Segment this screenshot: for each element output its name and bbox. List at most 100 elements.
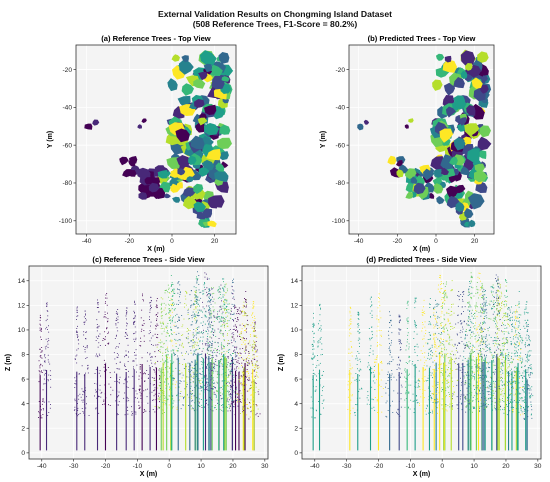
lidar-point <box>224 378 226 379</box>
lidar-point <box>86 345 88 346</box>
lidar-point <box>223 322 225 324</box>
lidar-point <box>170 298 172 300</box>
lidar-point <box>508 307 509 308</box>
lidar-point <box>522 413 524 415</box>
lidar-point <box>469 281 470 282</box>
lidar-point <box>521 367 522 368</box>
lidar-point <box>209 308 211 310</box>
lidar-point <box>478 377 480 379</box>
lidar-point <box>83 391 85 393</box>
lidar-point <box>254 315 255 317</box>
lidar-point <box>484 409 486 410</box>
lidar-point <box>48 401 50 403</box>
lidar-point <box>167 333 169 334</box>
lidar-point <box>209 384 211 386</box>
lidar-point <box>256 412 258 414</box>
lidar-point <box>429 358 431 360</box>
lidar-point <box>112 389 114 391</box>
lidar-point <box>231 336 232 338</box>
lidar-point <box>184 295 186 297</box>
lidar-point <box>118 394 120 396</box>
lidar-point <box>117 318 119 320</box>
lidar-point <box>510 383 512 385</box>
lidar-point <box>108 342 110 344</box>
lidar-point <box>110 394 112 396</box>
lidar-point <box>425 413 427 415</box>
lidar-point <box>96 391 98 392</box>
lidar-point <box>208 361 210 363</box>
lidar-point <box>235 346 237 348</box>
panel-a: -40 -20 0 20-100-80-60-40-20(a) Reference T… <box>47 34 237 253</box>
lidar-point <box>245 299 247 301</box>
lidar-point <box>212 389 214 390</box>
lidar-point <box>47 310 49 312</box>
lidar-point <box>183 404 184 406</box>
lidar-point <box>398 400 400 402</box>
tree-crown <box>195 122 206 133</box>
lidar-point <box>371 330 373 332</box>
lidar-point <box>226 359 228 361</box>
lidar-point <box>219 359 221 361</box>
lidar-point <box>241 328 243 330</box>
lidar-point <box>257 376 259 378</box>
y-tick-label: 10 <box>18 327 26 334</box>
lidar-point <box>224 307 226 309</box>
lidar-point <box>389 350 391 352</box>
lidar-point <box>39 316 41 318</box>
lidar-point <box>233 350 234 352</box>
lidar-point <box>200 336 202 338</box>
lidar-point <box>503 315 505 317</box>
lidar-point <box>444 325 445 327</box>
lidar-point <box>232 390 234 391</box>
lidar-point <box>187 312 189 314</box>
lidar-point <box>149 411 151 412</box>
lidar-point <box>505 355 506 357</box>
lidar-point <box>231 342 233 344</box>
lidar-point <box>228 394 230 396</box>
tree-crown <box>459 117 467 126</box>
lidar-point <box>142 373 144 375</box>
lidar-point <box>187 329 189 331</box>
lidar-point <box>78 414 80 415</box>
lidar-point <box>230 370 232 372</box>
lidar-point <box>458 357 460 359</box>
lidar-point <box>484 302 486 304</box>
lidar-point <box>501 370 503 372</box>
lidar-point <box>165 340 167 342</box>
lidar-point <box>228 401 229 403</box>
lidar-point <box>46 302 48 304</box>
lidar-point <box>499 409 501 411</box>
lidar-point <box>206 344 208 346</box>
lidar-point <box>255 345 257 347</box>
lidar-point <box>245 330 246 332</box>
lidar-point <box>40 324 42 326</box>
lidar-point <box>232 329 234 330</box>
tree-crown <box>460 70 468 79</box>
lidar-point <box>501 379 503 381</box>
lidar-point <box>172 406 174 408</box>
lidar-point <box>513 407 514 408</box>
lidar-point <box>240 382 242 384</box>
lidar-point <box>451 406 453 408</box>
lidar-point <box>222 311 224 313</box>
lidar-point <box>482 284 483 286</box>
lidar-point <box>190 390 192 392</box>
lidar-point <box>349 352 351 354</box>
lidar-point <box>357 359 359 361</box>
lidar-point <box>245 360 247 362</box>
lidar-point <box>510 343 512 345</box>
lidar-point <box>312 346 314 347</box>
lidar-point <box>509 380 510 382</box>
lidar-point <box>168 404 170 406</box>
lidar-point <box>385 402 387 404</box>
lidar-point <box>371 310 373 312</box>
lidar-point <box>219 288 221 290</box>
lidar-point <box>178 316 180 318</box>
lidar-point <box>254 368 256 370</box>
lidar-point <box>252 401 254 403</box>
lidar-point <box>206 331 207 332</box>
lidar-point <box>466 400 468 402</box>
lidar-point <box>443 291 445 293</box>
lidar-point <box>205 378 207 380</box>
lidar-point <box>47 315 49 317</box>
